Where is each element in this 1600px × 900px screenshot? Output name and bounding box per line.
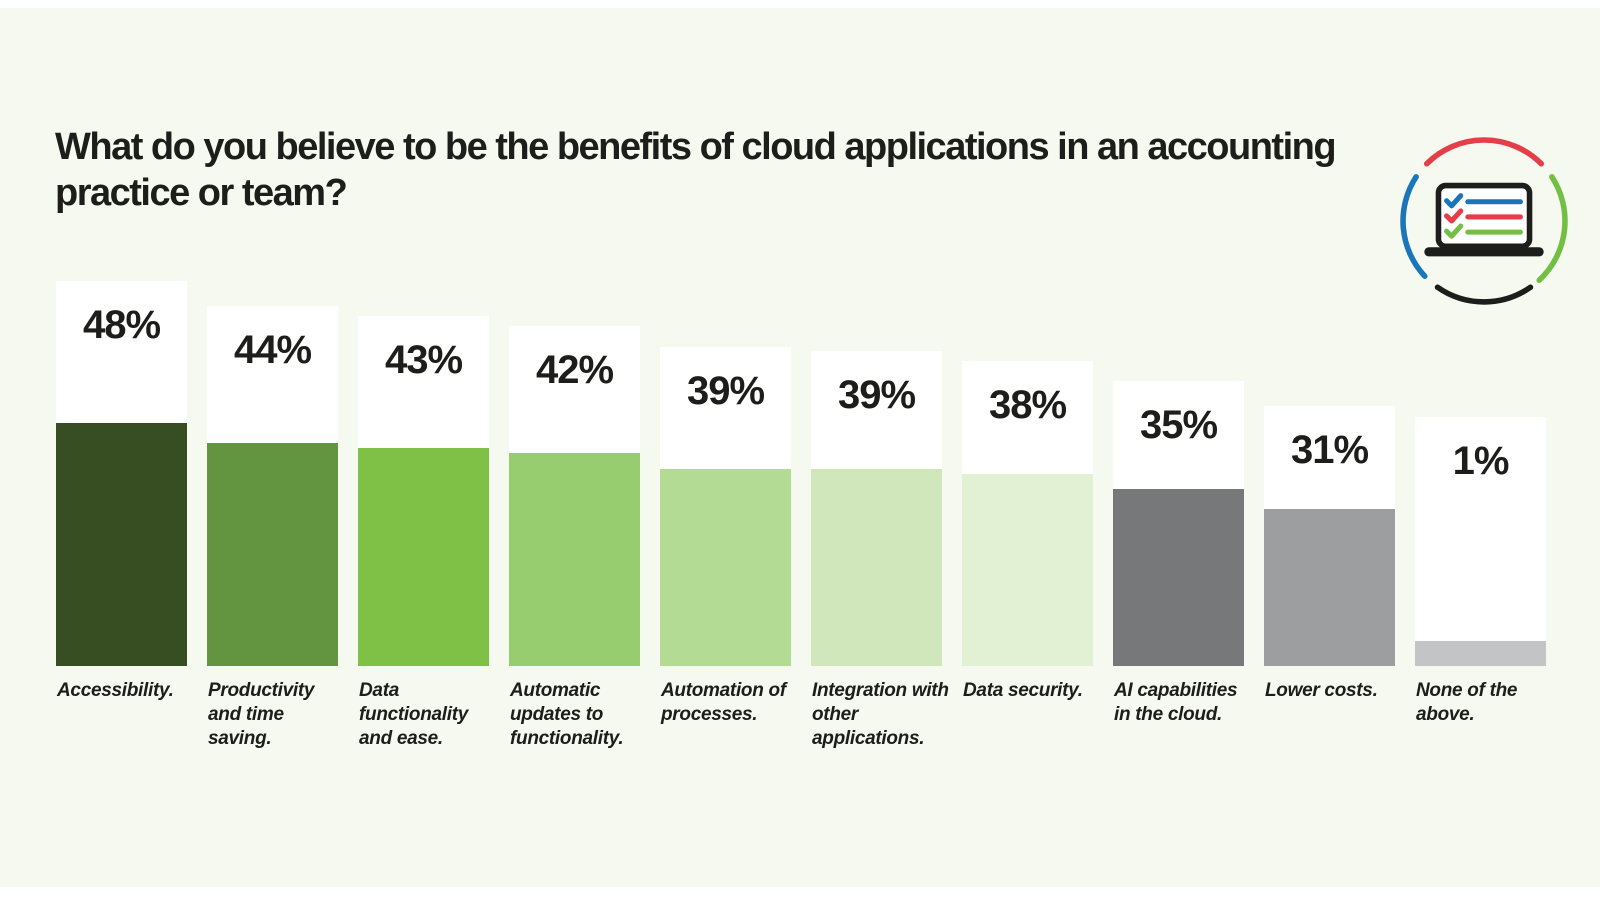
bar-card: 42% (509, 326, 640, 666)
bar-fill (56, 423, 187, 666)
bar-card: 44% (207, 306, 338, 666)
bar-fill (509, 453, 640, 666)
bar-label: Productivity and time saving. (208, 680, 315, 750)
check-icon (1444, 223, 1464, 239)
bar-label: Accessibility. (57, 680, 174, 701)
bar-card: 39% (660, 347, 791, 666)
bar-value: 43% (384, 338, 463, 382)
bar-label: None of the above. (1416, 680, 1518, 726)
icon-arc-bottom (1434, 284, 1534, 305)
bar-card: 43% (358, 316, 489, 666)
icon-arc-right (1536, 174, 1568, 283)
bar-value: 44% (233, 328, 312, 372)
bar-value: 38% (988, 383, 1067, 427)
bar-label: Lower costs. (1265, 680, 1378, 701)
bar-label: Data functionality and ease. (359, 680, 469, 750)
bar-fill (1113, 489, 1244, 666)
page-title: What do you believe to be the benefits o… (55, 126, 1337, 215)
top-margin-band (0, 0, 1600, 8)
icon-arc-left (1400, 174, 1428, 280)
bar-value: 42% (535, 348, 614, 392)
bar-card: 39% (811, 351, 942, 666)
bar-label: AI capabilities in the cloud. (1114, 680, 1238, 726)
icon-arc-top (1423, 137, 1545, 167)
bar-label: Integration with other applications. (812, 680, 949, 750)
laptop-checklist-icon (1400, 137, 1568, 305)
bar-card: 1% (1415, 417, 1546, 666)
bar-value: 31% (1290, 428, 1369, 472)
bottom-margin-band (0, 887, 1600, 900)
bar-card: 35% (1113, 381, 1244, 666)
laptop-base (1424, 247, 1544, 257)
bar-label: Automation of processes. (661, 680, 786, 726)
bar-fill (207, 443, 338, 666)
bar-fill (811, 469, 942, 666)
bar-value: 39% (837, 373, 916, 417)
bar-card: 31% (1264, 406, 1395, 666)
bar-fill (962, 474, 1093, 666)
check-icon (1444, 208, 1464, 224)
bar-value: 39% (686, 369, 765, 413)
bar-card: 38% (962, 361, 1093, 666)
bar-fill (1415, 641, 1546, 666)
bar-label: Automatic updates to functionality. (510, 680, 624, 750)
check-icon (1444, 193, 1464, 209)
bar-value: 1% (1452, 439, 1510, 483)
bar-fill (358, 448, 489, 666)
bar-label: Data security. (963, 680, 1083, 701)
bar-value: 48% (82, 303, 161, 347)
bar-card: 48% (56, 281, 187, 666)
bar-fill (660, 469, 791, 666)
bar-value: 35% (1139, 403, 1218, 447)
bar-fill (1264, 509, 1395, 666)
